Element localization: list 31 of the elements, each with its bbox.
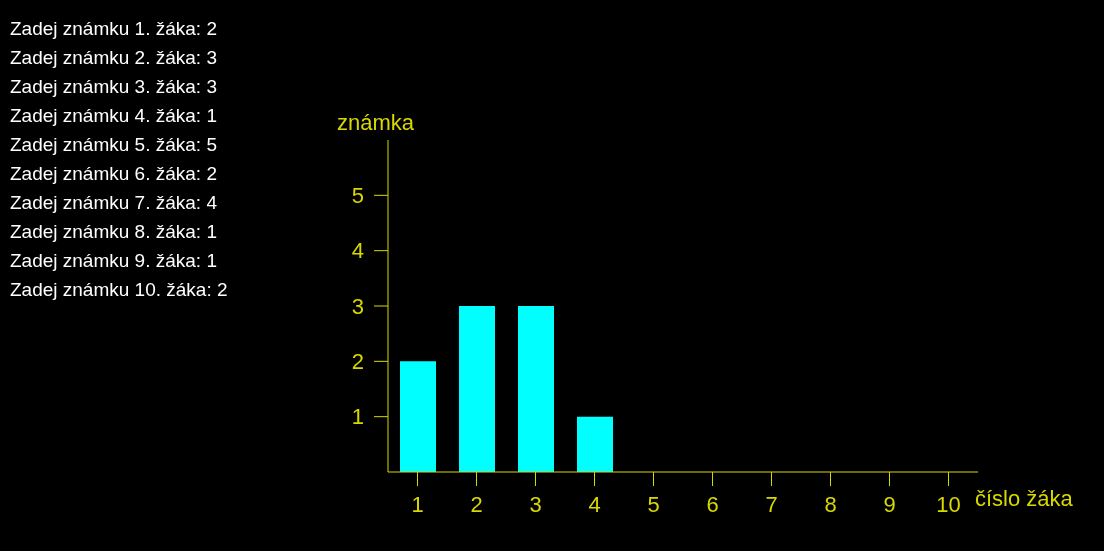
- x-tick-label: 5: [647, 491, 660, 517]
- y-axis-title: známka: [337, 110, 415, 136]
- x-tick-label: 2: [470, 491, 483, 517]
- bar: [400, 361, 436, 472]
- text: Zadej známku 4. žáka: 1: [10, 104, 218, 128]
- text: Zadej známku 5. žáka: 5: [10, 133, 218, 157]
- text: Zadej známku 9. žáka: 1: [10, 249, 218, 273]
- y-tick-label: 2: [351, 349, 364, 375]
- x-tick-label: 4: [588, 491, 601, 517]
- y-tick-label: 4: [351, 238, 364, 264]
- x-tick-label: 8: [824, 491, 837, 517]
- text: Zadej známku 8. žáka: 1: [10, 220, 218, 244]
- x-tick-label: 1: [411, 491, 424, 517]
- y-tick-label: 1: [351, 404, 364, 430]
- text: Zadej známku 3. žáka: 3: [10, 75, 218, 99]
- x-tick-label: 10: [936, 491, 961, 517]
- y-tick-label: 3: [351, 293, 364, 319]
- text: Zadej známku 1. žáka: 2: [10, 17, 218, 41]
- text: Zadej známku 2. žáka: 3: [10, 46, 218, 70]
- x-axis-title: číslo žáka: [975, 486, 1073, 512]
- y-tick-label: 5: [351, 183, 364, 209]
- text: Zadej známku 6. žáka: 2: [10, 162, 218, 186]
- bar: [459, 306, 495, 472]
- text: Zadej známku 10. žáka: 2: [10, 278, 228, 302]
- x-tick-label: 9: [883, 491, 896, 517]
- bar: [577, 416, 613, 472]
- x-tick-label: 7: [765, 491, 778, 517]
- text: Zadej známku 7. žáka: 4: [10, 191, 218, 215]
- x-tick-label: 3: [529, 491, 542, 517]
- x-tick-label: 6: [706, 491, 719, 517]
- bar: [518, 306, 554, 472]
